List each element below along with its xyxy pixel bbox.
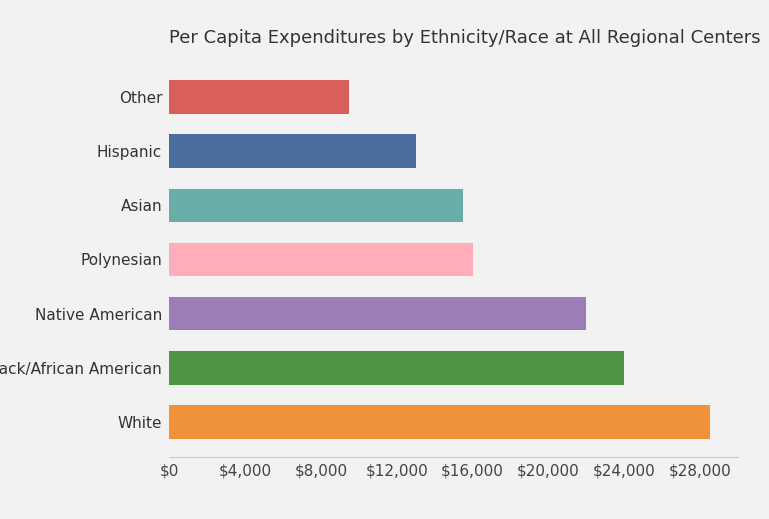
- Bar: [169, 297, 587, 331]
- Bar: [169, 351, 624, 385]
- Bar: [169, 405, 710, 439]
- Bar: [169, 243, 473, 276]
- Bar: [169, 80, 349, 114]
- Text: Per Capita Expenditures by Ethnicity/Race at All Regional Centers: Per Capita Expenditures by Ethnicity/Rac…: [169, 29, 761, 47]
- Bar: [169, 188, 463, 222]
- Bar: [169, 134, 416, 168]
